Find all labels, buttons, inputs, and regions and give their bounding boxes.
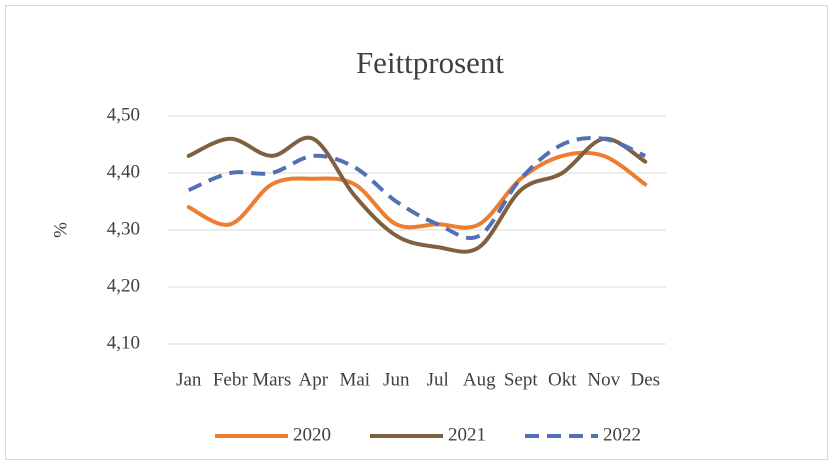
x-tick-label: Febr bbox=[213, 369, 249, 390]
x-tick-label: Nov bbox=[587, 369, 620, 390]
x-tick-label: Sept bbox=[504, 369, 539, 390]
chart-title: Feittprosent bbox=[356, 45, 504, 80]
x-tick-label: Jun bbox=[383, 369, 410, 390]
line-series bbox=[186, 150, 648, 230]
line-series bbox=[187, 135, 647, 240]
legend-label: 2021 bbox=[448, 424, 486, 445]
legend-label: 2020 bbox=[293, 424, 331, 445]
y-axis-label: % bbox=[50, 222, 71, 238]
x-tick-label: Jan bbox=[176, 369, 202, 390]
y-tick-label: 4,40 bbox=[107, 161, 140, 182]
x-tick-label: Okt bbox=[548, 369, 577, 390]
x-tick-label: Mai bbox=[339, 369, 370, 390]
line-series bbox=[186, 135, 648, 254]
x-tick-label: Jul bbox=[427, 369, 449, 390]
x-tick-label: Mars bbox=[252, 369, 291, 390]
x-tick-label: Apr bbox=[298, 369, 328, 390]
x-tick-label: Des bbox=[630, 369, 660, 390]
y-tick-label: 4,10 bbox=[107, 332, 140, 353]
y-tick-label: 4,20 bbox=[107, 275, 140, 296]
y-tick-label: 4,50 bbox=[107, 104, 140, 125]
y-tick-label: 4,30 bbox=[107, 218, 140, 239]
legend-label: 2022 bbox=[603, 424, 641, 445]
chart-border bbox=[5, 5, 828, 460]
x-tick-label: Aug bbox=[463, 369, 496, 390]
